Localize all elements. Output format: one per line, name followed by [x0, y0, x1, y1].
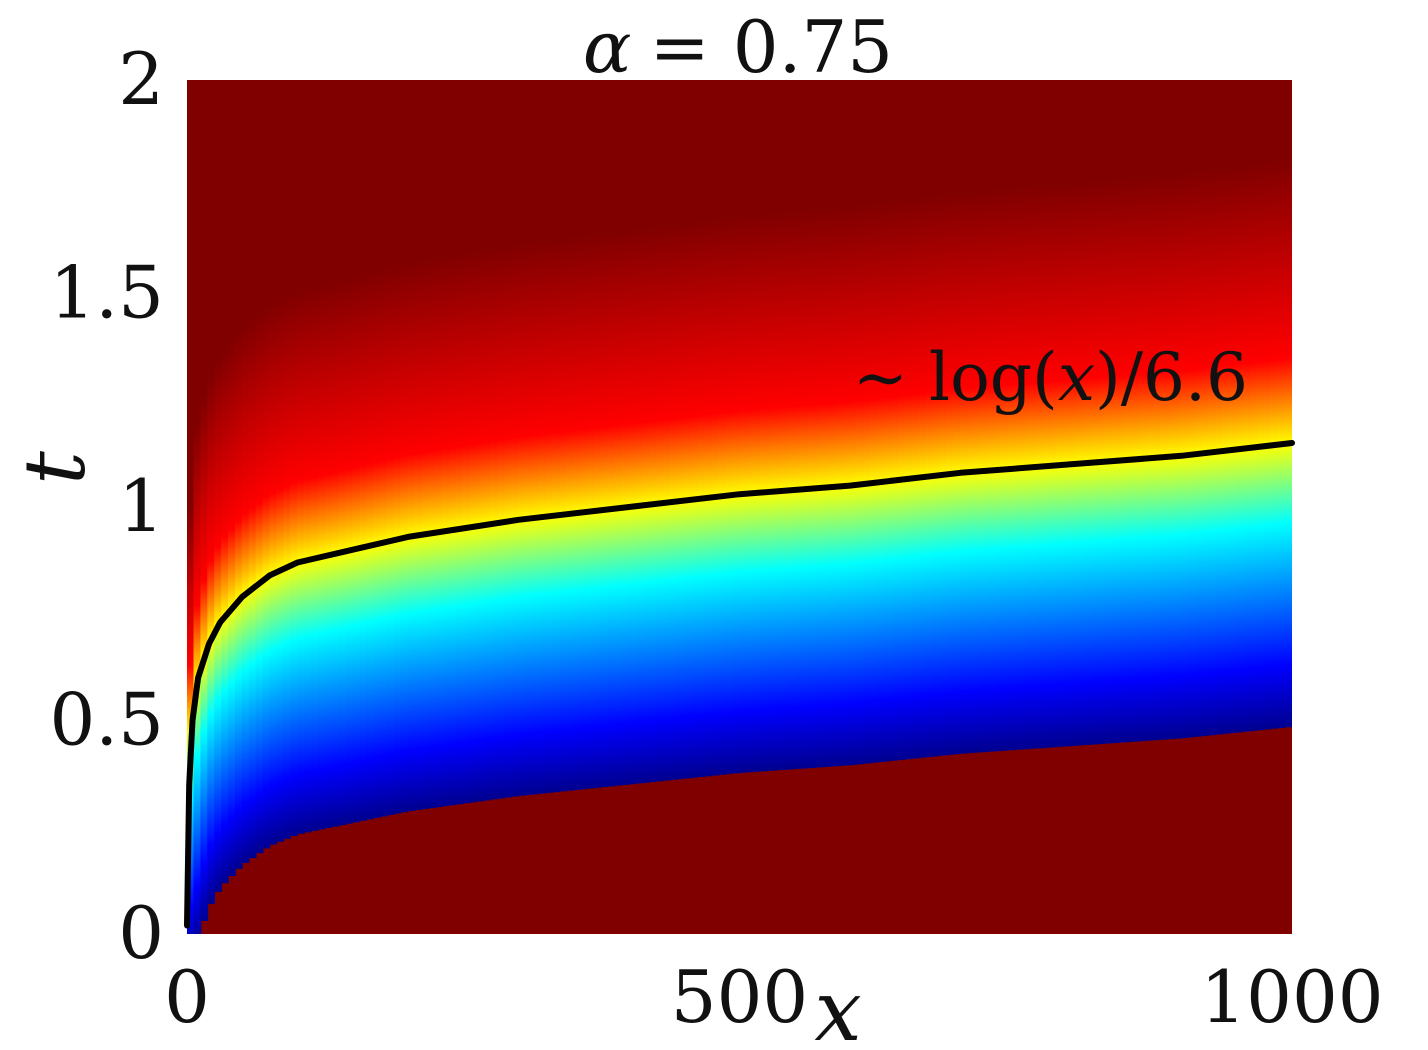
y-tick-label: 0.5 [49, 678, 164, 762]
title-value: = 0.75 [650, 5, 894, 89]
y-axis-ticks: 0 0.5 1 1.5 2 [49, 37, 164, 975]
annotation-prefix: ∼ log( [853, 339, 1058, 416]
x-tick-label: 0 [164, 955, 210, 1039]
annotation-var: x [1058, 339, 1095, 416]
y-tick-label: 1.5 [49, 251, 164, 335]
y-tick-label: 2 [118, 37, 164, 121]
front-curve-annotation: ∼ log(x)/6.6 [853, 339, 1248, 416]
annotation-suffix: )/6.6 [1095, 339, 1248, 416]
front-curve-line [184, 440, 1295, 929]
x-tick-label: 1000 [1200, 955, 1383, 1039]
x-axis-ticks: 0 500 1000 [164, 955, 1384, 1039]
y-tick-label: 0 [118, 891, 164, 975]
y-axis-label: t [6, 451, 104, 485]
x-axis-label: x [814, 962, 861, 1050]
heatmap-area [187, 80, 1292, 934]
y-tick-label: 1 [118, 464, 164, 548]
title-symbol: α [583, 5, 632, 89]
chart-title: α = 0.75 [583, 5, 893, 89]
x-tick-label: 500 [671, 955, 808, 1039]
